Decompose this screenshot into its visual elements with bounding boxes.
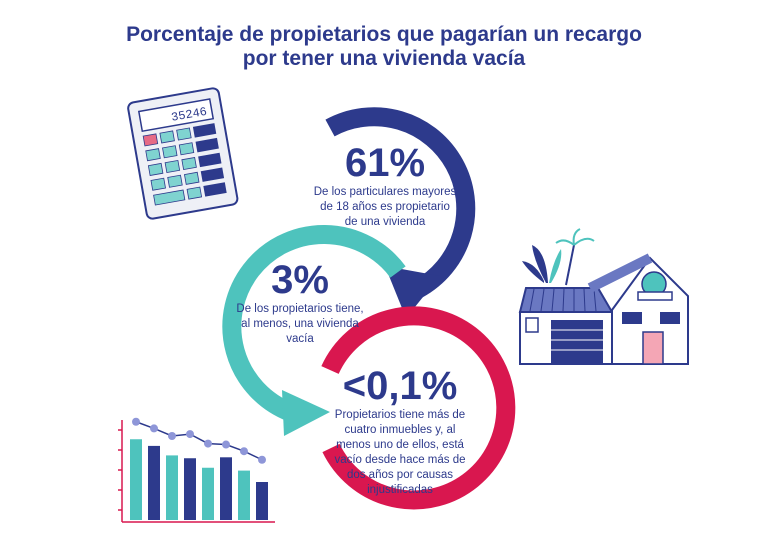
stat-empty-home-desc-line-2: al menos, una vivienda <box>241 318 359 330</box>
stat-surcharge-value: <0,1% <box>342 364 458 408</box>
stat-surcharge-desc-line-2: cuatro inmuebles y, al <box>344 424 456 436</box>
stat-empty-home-desc-line-1: De los propietarios tiene, <box>236 303 364 315</box>
page-title-line-1: Porcentaje de propietarios que pagarían … <box>126 23 642 46</box>
navy-arc <box>325 107 476 318</box>
mini-chart-point <box>168 432 176 440</box>
stat-surcharge-desc-line-3: menos uno de ellos, está <box>336 439 464 451</box>
stat-surcharge-desc-line-6: injustificadas <box>367 484 433 496</box>
stat-surcharge-desc-line-4: vacío desde hace más de <box>334 454 466 466</box>
stat-owners-value: 61% <box>344 141 426 185</box>
stat-surcharge: <0,1% Propietarios tiene más de cuatro i… <box>330 364 470 498</box>
mini-chart-bar <box>256 482 268 520</box>
mini-chart-bar <box>130 439 142 520</box>
mini-chart-point <box>240 447 248 456</box>
calculator-display: 35246 <box>170 105 208 125</box>
mini-chart-bar <box>184 458 196 520</box>
mini-chart-bar <box>238 470 250 520</box>
house-icon <box>518 228 689 365</box>
page-title-line-2: por tener una vivienda vacía <box>242 47 526 70</box>
stat-surcharge-desc-line-1: Propietarios tiene más de <box>334 409 466 421</box>
mini-chart-point <box>132 417 140 426</box>
mini-chart-point <box>222 440 230 449</box>
mini-chart-point <box>204 439 212 448</box>
stat-empty-home-value: 3% <box>271 258 329 302</box>
calculator-icon: 35246 <box>127 87 239 220</box>
mini-chart-bar <box>166 455 178 520</box>
mini-chart-point <box>186 430 194 439</box>
mini-chart-bar <box>220 457 232 520</box>
mini-chart-bar <box>202 467 214 520</box>
stat-surcharge-desc-line-5: dos años por causas <box>346 469 454 481</box>
stat-owners-desc-line-3: de una vivienda <box>344 216 426 228</box>
mini-chart-point <box>150 424 158 433</box>
bar-chart-icon <box>118 417 275 523</box>
teal-arc <box>222 224 406 436</box>
stat-empty-home-desc-line-3: vacía <box>286 333 314 345</box>
mini-chart-bar <box>148 445 160 520</box>
stat-owners-desc-line-1: De los particulares mayores <box>313 186 457 198</box>
stat-owners: 61% De los particulares mayores de 18 añ… <box>310 141 460 230</box>
stat-owners-desc-line-2: de 18 años es propietario <box>320 201 450 213</box>
mini-chart-point <box>258 455 266 464</box>
stat-empty-home: 3% De los propietarios tiene, al menos, … <box>225 258 375 347</box>
crimson-arc <box>321 306 516 510</box>
